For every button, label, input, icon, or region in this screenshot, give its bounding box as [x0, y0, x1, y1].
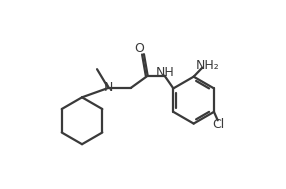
- Text: O: O: [134, 42, 144, 55]
- Text: N: N: [104, 81, 113, 94]
- Text: NH₂: NH₂: [196, 59, 220, 72]
- Text: NH: NH: [156, 66, 174, 79]
- Text: Cl: Cl: [212, 118, 225, 131]
